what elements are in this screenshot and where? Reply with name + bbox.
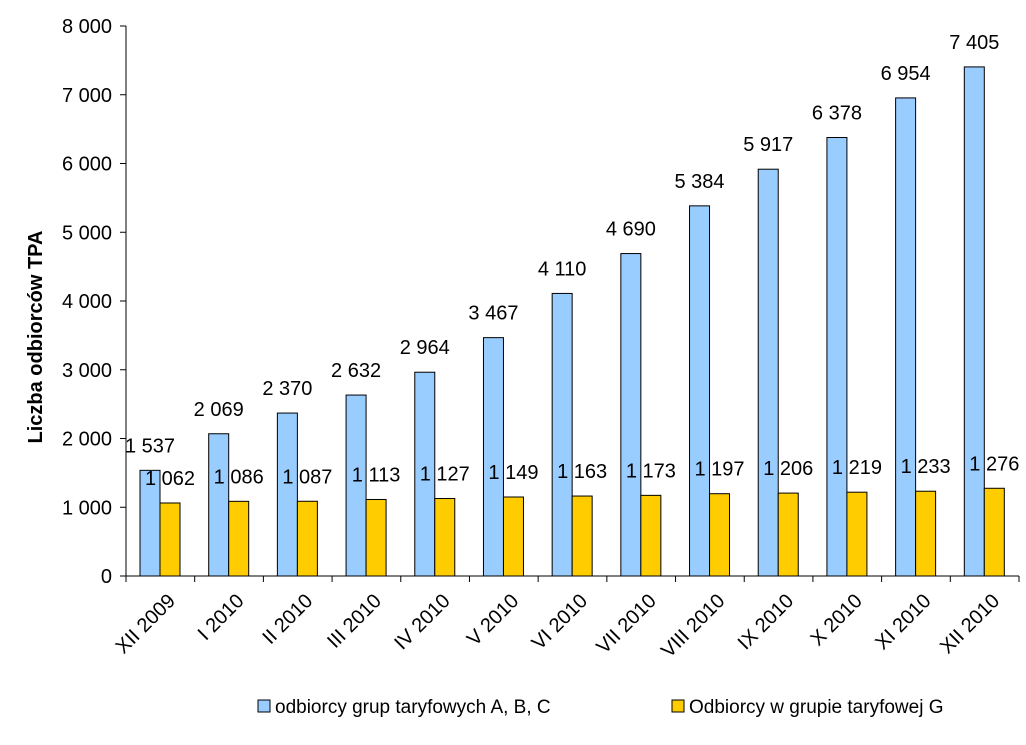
category-labels: XII 2009 I 2010 II 2010 III 2010 IV 2010 V 20… bbox=[112, 590, 1005, 662]
bar-series-1 bbox=[208, 433, 230, 577]
bar-series-2 bbox=[365, 498, 387, 577]
data-label-series-2: 1 113 bbox=[352, 464, 401, 486]
data-labels: 1 537 1 062 2 069 1 086 2 370 1 087 2 632 1 113… bbox=[125, 32, 1019, 490]
bar-series-2 bbox=[846, 491, 868, 577]
bar-series-1 bbox=[482, 337, 504, 577]
category-label: X 2010 bbox=[806, 590, 866, 650]
data-label-series-2: 1 219 bbox=[832, 457, 882, 479]
bar-series-1 bbox=[345, 394, 367, 577]
data-label-series-2: 1 149 bbox=[488, 462, 538, 484]
y-tick-label: 2 000 bbox=[62, 429, 112, 451]
bar-series-2 bbox=[159, 502, 181, 577]
bar-series-2 bbox=[228, 500, 250, 577]
data-label-series-2: 1 062 bbox=[145, 468, 195, 490]
bar-series-2 bbox=[571, 495, 593, 577]
data-label-series-2: 1 163 bbox=[557, 461, 607, 483]
data-label-series-2: 1 086 bbox=[214, 466, 264, 488]
bar-series-1 bbox=[963, 66, 985, 577]
bar-series-1 bbox=[689, 205, 711, 577]
category-label: VIII 2010 bbox=[657, 590, 729, 662]
data-label-series-2: 1 197 bbox=[695, 459, 745, 481]
category-label: XI 2010 bbox=[871, 590, 935, 654]
data-label-series-1: 3 467 bbox=[468, 303, 518, 325]
legend-item-series-2-swatch bbox=[671, 699, 685, 713]
bar-series-2 bbox=[296, 500, 318, 577]
bar-series-2 bbox=[709, 493, 731, 577]
data-label-series-2: 1 206 bbox=[763, 458, 813, 480]
bar-series-2 bbox=[983, 487, 1005, 577]
bar-series-1 bbox=[757, 168, 779, 577]
category-label: IV 2010 bbox=[390, 590, 454, 654]
y-tick-label: 3 000 bbox=[62, 360, 112, 382]
category-label: XII 2010 bbox=[936, 590, 1004, 658]
category-label: V 2010 bbox=[463, 590, 523, 650]
data-label-series-1: 5 384 bbox=[675, 171, 725, 193]
bars bbox=[139, 66, 1005, 577]
data-label-series-2: 1 173 bbox=[626, 460, 676, 482]
data-label-series-1: 2 964 bbox=[400, 337, 450, 359]
axes: 0 1 000 2 000 3 000 4 000 5 000 6 000 7 000 8 00… bbox=[62, 16, 1020, 588]
y-tick-label: 1 000 bbox=[62, 497, 112, 519]
data-label-series-1: 2 370 bbox=[262, 378, 312, 400]
data-label-series-1: 6 954 bbox=[881, 63, 931, 85]
category-label: VI 2010 bbox=[528, 590, 592, 654]
data-label-series-1: 7 405 bbox=[949, 32, 999, 54]
y-tick-label: 6 000 bbox=[62, 154, 112, 176]
category-label: II 2010 bbox=[258, 590, 317, 649]
bar-series-1 bbox=[276, 412, 298, 577]
bar-series-1 bbox=[826, 137, 848, 577]
legend-item-series-1-label: odbiorcy grup taryfowych A, B, C bbox=[275, 697, 551, 718]
y-tick-label: 0 bbox=[101, 566, 112, 588]
category-label: VII 2010 bbox=[592, 590, 660, 658]
legend-item-series-1-swatch bbox=[257, 699, 271, 713]
y-axis-title: Liczba odbiorców TPA bbox=[25, 231, 47, 444]
bar-series-2 bbox=[502, 496, 524, 577]
y-tick-label: 7 000 bbox=[62, 85, 112, 107]
data-label-series-2: 1 276 bbox=[969, 453, 1019, 475]
category-label: IX 2010 bbox=[734, 590, 798, 654]
bar-series-2 bbox=[915, 490, 937, 577]
bar-series-2 bbox=[640, 494, 662, 577]
category-label: XII 2009 bbox=[112, 590, 180, 658]
y-tick-label: 8 000 bbox=[62, 16, 112, 38]
data-label-series-2: 1 127 bbox=[420, 464, 470, 486]
bar-series-2 bbox=[777, 492, 799, 577]
bar-series-1 bbox=[895, 97, 917, 577]
data-label-series-2: 1 233 bbox=[901, 456, 951, 478]
y-tick-label: 5 000 bbox=[62, 222, 112, 244]
legend: odbiorcy grup taryfowych A, B, C Odbiorcy… bbox=[257, 697, 944, 718]
data-label-series-1: 4 110 bbox=[538, 258, 587, 280]
bar-series-1 bbox=[414, 371, 436, 577]
data-label-series-1: 5 917 bbox=[743, 134, 793, 156]
category-label: I 2010 bbox=[194, 590, 249, 645]
data-label-series-1: 2 069 bbox=[194, 399, 244, 421]
data-label-series-2: 1 087 bbox=[282, 466, 332, 488]
legend-item-series-2-label: Odbiorcy w grupie taryfowej G bbox=[689, 697, 944, 718]
bar-series-1 bbox=[551, 292, 573, 577]
data-label-series-1: 4 690 bbox=[606, 219, 656, 241]
category-label: III 2010 bbox=[323, 590, 386, 653]
data-label-series-1: 1 537 bbox=[125, 435, 175, 457]
bar-series-1 bbox=[620, 253, 642, 577]
bar-series-2 bbox=[434, 498, 456, 577]
y-tick-label: 4 000 bbox=[62, 291, 112, 313]
data-label-series-1: 2 632 bbox=[331, 360, 381, 382]
data-label-series-1: 6 378 bbox=[812, 103, 862, 125]
